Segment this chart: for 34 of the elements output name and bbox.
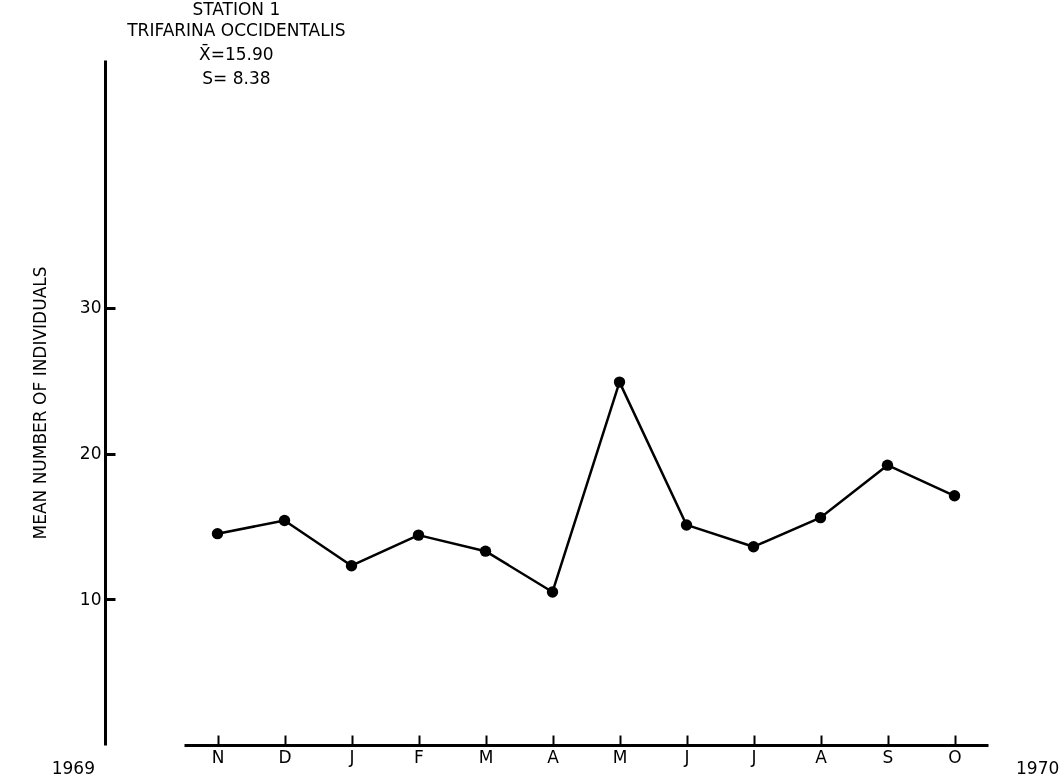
point [546, 586, 559, 598]
point [479, 545, 492, 557]
x-tick-label: J [683, 746, 690, 767]
annotation: S= 8.38 [202, 68, 271, 88]
point [881, 459, 894, 471]
point [680, 519, 693, 531]
x-tick-label: J [348, 746, 355, 767]
x-tick-label: O [948, 746, 962, 767]
x-tick-label: M [478, 746, 494, 767]
x-tick-label: D [278, 746, 292, 767]
point [613, 376, 626, 388]
point [211, 527, 224, 540]
y-axis-title: MEAN NUMBER OF INDIVIDUALS [29, 266, 50, 540]
point [345, 560, 358, 572]
y-tick-label: 10 [79, 588, 102, 609]
x-tick-label: M [612, 746, 628, 767]
y-tick-label: 20 [79, 443, 102, 464]
x-tick-label: S [882, 746, 894, 767]
annotation: X̄=15.90 [199, 42, 274, 64]
point [747, 541, 760, 553]
chart-title: STATION 1 [192, 0, 281, 19]
point [948, 490, 961, 502]
x-tick-label: A [547, 746, 560, 767]
point [814, 511, 827, 524]
chart-subtitle: TRIFARINA OCCIDENTALIS [126, 20, 346, 40]
point [278, 514, 291, 527]
text: 1969 [51, 758, 95, 777]
point [412, 529, 425, 541]
x-tick-label: F [414, 746, 424, 767]
y-tick-label: 30 [79, 297, 102, 318]
x-tick-label: A [815, 746, 828, 767]
x-tick-label: N [211, 746, 225, 767]
text: 1970 [1016, 758, 1060, 777]
x-tick-label: J [750, 746, 757, 767]
